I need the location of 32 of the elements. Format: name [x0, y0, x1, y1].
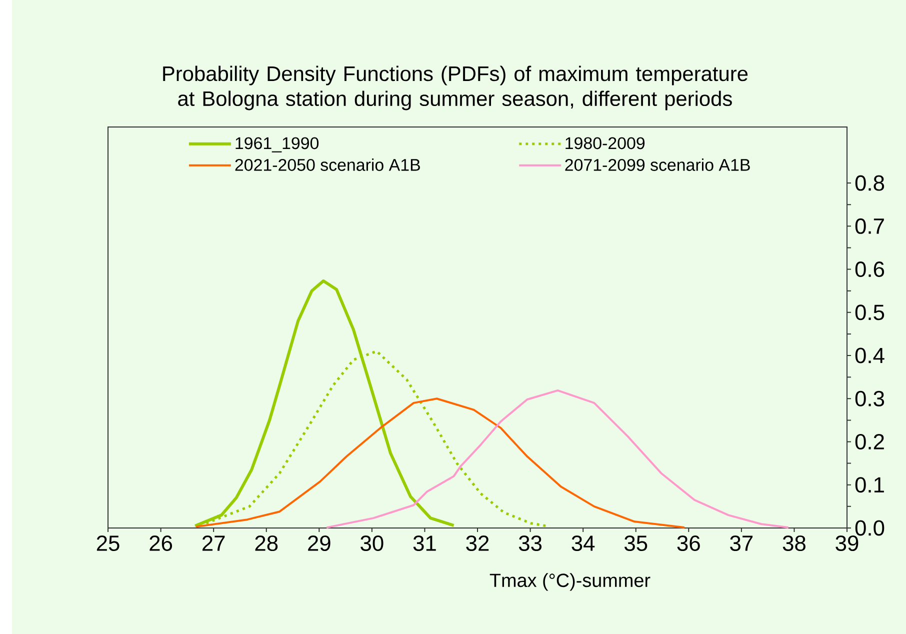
legend-label: 2021-2050 scenario A1B [235, 158, 420, 171]
y-tick-label: 0.3 [855, 390, 884, 406]
line-series [326, 389, 790, 529]
x-axis-title: Tmax (°C)-summer [490, 573, 650, 591]
x-tick-label: 26 [150, 535, 172, 552]
y-tick-label: 0.8 [855, 175, 884, 191]
legend-label: 1980-2009 [566, 137, 645, 150]
chart-title: Probability Density Functions (PDFs) of maximum temperature at Bologna station during summer season, different periods [163, 66, 748, 110]
x-tick-label: 39 [836, 535, 858, 552]
x-tick-label: 28 [255, 535, 278, 552]
x-tick-label: 37 [730, 535, 753, 552]
y-tick-label: 0.2 [855, 434, 884, 450]
x-tick-label: 38 [782, 535, 806, 552]
y-tick-label: 0.0 [855, 520, 884, 536]
line-series [195, 398, 686, 529]
y-tick-label: 0.5 [855, 304, 884, 320]
x-tick-label: 29 [308, 535, 330, 552]
legend-label: 1961_1990 [236, 137, 319, 152]
y-tick-label: 0.1 [855, 477, 884, 493]
y-tick-label: 0.4 [855, 348, 884, 364]
x-tick-label: 36 [677, 535, 700, 552]
y-tick-label: 0.7 [855, 218, 884, 234]
legend-label: 2071-2099 scenario A1B [565, 158, 750, 171]
x-tick-label: 34 [572, 535, 595, 552]
x-tick-label: 31 [413, 535, 436, 552]
x-tick-label: 33 [518, 535, 542, 552]
x-tick-label: 27 [202, 535, 225, 551]
y-tick-label: 0.6 [855, 262, 884, 278]
x-tick-label: 32 [466, 535, 489, 552]
x-tick-label: 35 [624, 535, 648, 552]
x-tick-label: 25 [96, 535, 120, 552]
x-tick-label: 30 [360, 535, 384, 552]
